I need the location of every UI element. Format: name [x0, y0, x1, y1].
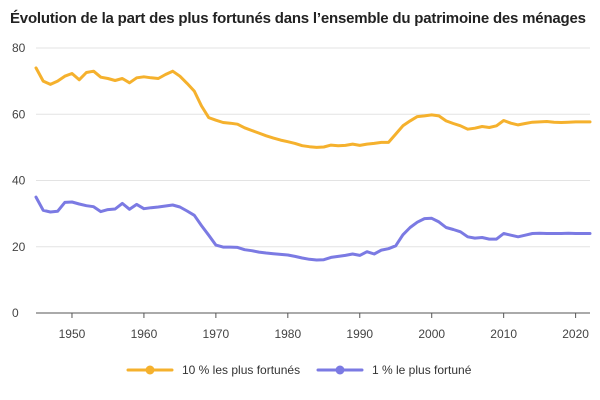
gridlines — [36, 47, 590, 248]
legend-item: 1 % le plus fortuné — [316, 363, 472, 377]
x-tick-label: 1950 — [59, 327, 86, 341]
series-lines — [34, 66, 592, 262]
x-tick-label: 1990 — [346, 327, 373, 341]
series-line-top-10 — [34, 66, 592, 149]
y-tick-label: 80 — [12, 41, 26, 55]
y-tick-label: 60 — [12, 107, 26, 121]
y-tick-label: 0 — [12, 306, 19, 320]
x-tick-label: 2000 — [418, 327, 445, 341]
y-axis-tick-labels: 0 20 40 60 80 — [12, 41, 26, 320]
chart-title: Évolution de la part des plus fortunés d… — [10, 10, 586, 27]
x-tick-label: 1980 — [274, 327, 301, 341]
y-tick-label: 20 — [12, 240, 26, 254]
x-tick-label: 1960 — [131, 327, 158, 341]
x-tick-label: 2010 — [490, 327, 517, 341]
series-line-top-1 — [34, 195, 592, 262]
x-tick-label: 2020 — [562, 327, 589, 341]
legend-marker — [335, 365, 345, 375]
legend-item: 10 % les plus fortunés — [126, 363, 300, 377]
x-tick-label: 1970 — [203, 327, 230, 341]
legend-label: 1 % le plus fortuné — [372, 363, 472, 377]
legend: 10 % les plus fortunés 1 % le plus fortun… — [126, 363, 472, 377]
y-tick-label: 40 — [12, 174, 26, 188]
legend-marker — [145, 365, 155, 375]
x-axis-tick-labels: 1950 1960 1970 1980 1990 2000 2010 2020 — [59, 313, 589, 341]
legend-label: 10 % les plus fortunés — [182, 363, 300, 377]
